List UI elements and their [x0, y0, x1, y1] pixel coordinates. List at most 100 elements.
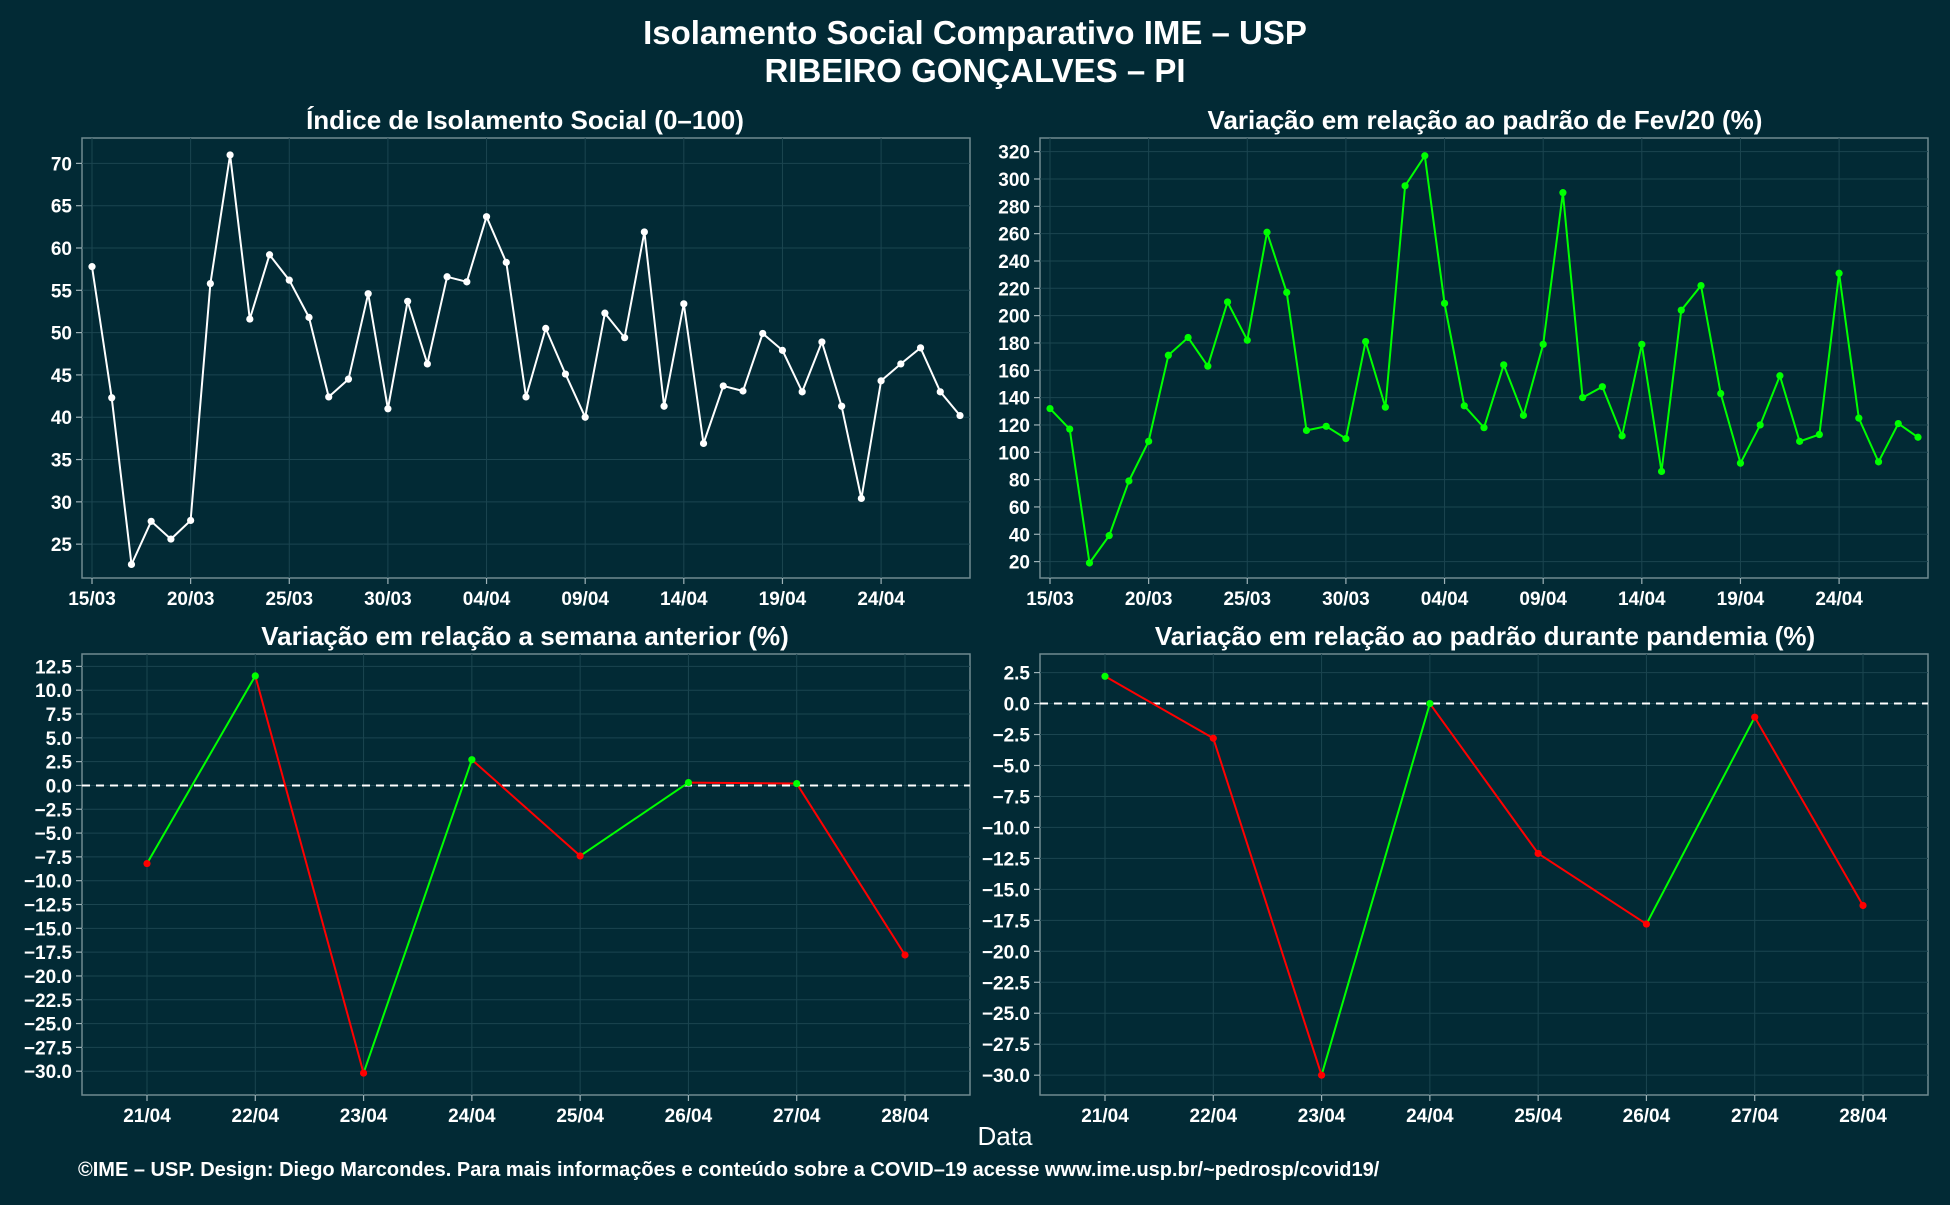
y-tick-label: 30	[51, 493, 72, 514]
y-tick-label: 55	[51, 281, 73, 302]
y-tick-label: −10.0	[24, 872, 72, 893]
data-point	[1874, 458, 1883, 466]
y-tick-label: 50	[51, 324, 72, 345]
data-point	[285, 276, 293, 284]
y-tick-label: 7.5	[46, 705, 73, 726]
data-point	[423, 360, 431, 368]
data-point	[147, 517, 155, 525]
x-tick-label: 04/04	[463, 589, 511, 610]
series-segment	[1429, 702, 1539, 855]
series-segment	[1537, 852, 1647, 925]
data-point	[901, 951, 909, 959]
data-point	[916, 344, 925, 352]
x-tick-label: 23/04	[1298, 1106, 1346, 1127]
x-tick-label: 19/04	[1717, 589, 1765, 610]
data-point	[1539, 340, 1547, 348]
data-point	[1519, 411, 1528, 419]
plot-area	[1039, 137, 1929, 579]
data-point	[1559, 189, 1567, 197]
data-point	[1598, 383, 1606, 391]
x-tick-label: 27/04	[773, 1106, 821, 1127]
data-point	[167, 535, 175, 543]
data-point	[1657, 467, 1666, 476]
chart-variation-previous-week: 12.5 10.0 7.5 5.0 2.50.0 −2.5 −5.0 −7.5 −10.0 −12…	[24, 653, 971, 1127]
y-tick-label: 140	[998, 389, 1030, 410]
data-point	[108, 394, 116, 402]
y-tick-label: 120	[998, 416, 1030, 437]
data-point	[344, 375, 353, 383]
y-tick-label: 0.0	[46, 776, 72, 797]
y-tick-label: −25.0	[982, 1004, 1030, 1025]
y-tick-label: −30.0	[982, 1066, 1030, 1087]
data-point	[1105, 532, 1113, 540]
data-point	[187, 516, 195, 525]
y-tick-label: −27.5	[24, 1038, 73, 1059]
y-tick-label: −17.5	[982, 911, 1031, 932]
data-point	[778, 346, 787, 354]
y-tick-label: −12.5	[982, 849, 1031, 870]
data-point	[1342, 435, 1350, 443]
y-tick-label: 10.0	[35, 681, 72, 702]
series-segment	[1212, 737, 1323, 1076]
series-segment	[1753, 716, 1864, 906]
chart-title-variation-previous-week: Variação em relação a semana anterior (%…	[261, 621, 789, 651]
data-point	[838, 402, 846, 410]
data-point	[88, 263, 96, 271]
x-tick-label: 23/04	[340, 1106, 388, 1127]
data-point	[1085, 559, 1094, 567]
data-point	[384, 405, 392, 413]
x-tick-label: 25/03	[1223, 589, 1271, 610]
data-point	[1579, 394, 1587, 402]
y-tick-label: 100	[998, 443, 1030, 464]
y-tick-label: −15.0	[24, 919, 72, 940]
x-tick-label: 14/04	[660, 589, 708, 610]
data-point	[581, 413, 589, 421]
data-point	[877, 377, 885, 385]
y-tick-label: −27.5	[982, 1035, 1031, 1056]
data-point	[699, 439, 708, 448]
x-tick-label: 25/04	[1514, 1106, 1562, 1127]
data-point	[206, 279, 214, 288]
y-tick-label: 200	[998, 307, 1030, 328]
y-tick-label: 260	[998, 225, 1030, 246]
y-tick-label: 40	[1009, 525, 1030, 546]
data-point	[522, 393, 530, 401]
y-tick-label: −17.5	[24, 943, 73, 964]
y-tick-label: 25	[51, 535, 73, 556]
x-tick-label: 09/04	[1519, 589, 1567, 610]
y-tick-label: 220	[998, 279, 1030, 300]
data-point	[443, 273, 451, 281]
x-tick-label: 24/04	[1406, 1106, 1454, 1127]
data-point	[1638, 340, 1646, 348]
x-tick-label: 21/04	[1081, 1106, 1129, 1127]
data-point	[680, 300, 688, 308]
y-tick-label: −2.5	[992, 726, 1030, 747]
x-tick-label: 19/04	[759, 589, 807, 610]
data-point	[1101, 672, 1109, 680]
data-point	[1164, 351, 1172, 359]
data-point	[1534, 849, 1542, 858]
y-tick-label: 65	[51, 197, 73, 218]
main-title: Isolamento Social Comparativo IME – USP	[643, 14, 1307, 51]
y-tick-label: 20	[1009, 553, 1030, 574]
chart-variation-pandemic: 2.5 0.0 −2.5 −5.0 −7.5 −10.0 −12.5 −15.0 −17.5 −2…	[982, 653, 1929, 1127]
data-point	[404, 297, 412, 305]
data-point	[1263, 228, 1271, 236]
data-point	[1697, 281, 1705, 290]
data-point	[143, 859, 151, 868]
chart-title-variation-pandemic: Variação em relação ao padrão durante pa…	[1155, 621, 1815, 651]
x-tick-label: 25/03	[265, 589, 313, 610]
data-point	[621, 334, 629, 342]
data-point	[1283, 288, 1291, 297]
data-point	[660, 402, 668, 410]
data-point	[1480, 424, 1488, 432]
data-point	[601, 309, 609, 317]
y-tick-label: −20.0	[982, 942, 1030, 963]
x-tick-label: 09/04	[561, 589, 609, 610]
data-point	[1460, 402, 1468, 410]
x-tick-label: 22/04	[1190, 1106, 1238, 1127]
series-segment	[362, 759, 473, 1074]
data-point	[1677, 306, 1685, 314]
x-tick-label: 24/04	[857, 589, 905, 610]
